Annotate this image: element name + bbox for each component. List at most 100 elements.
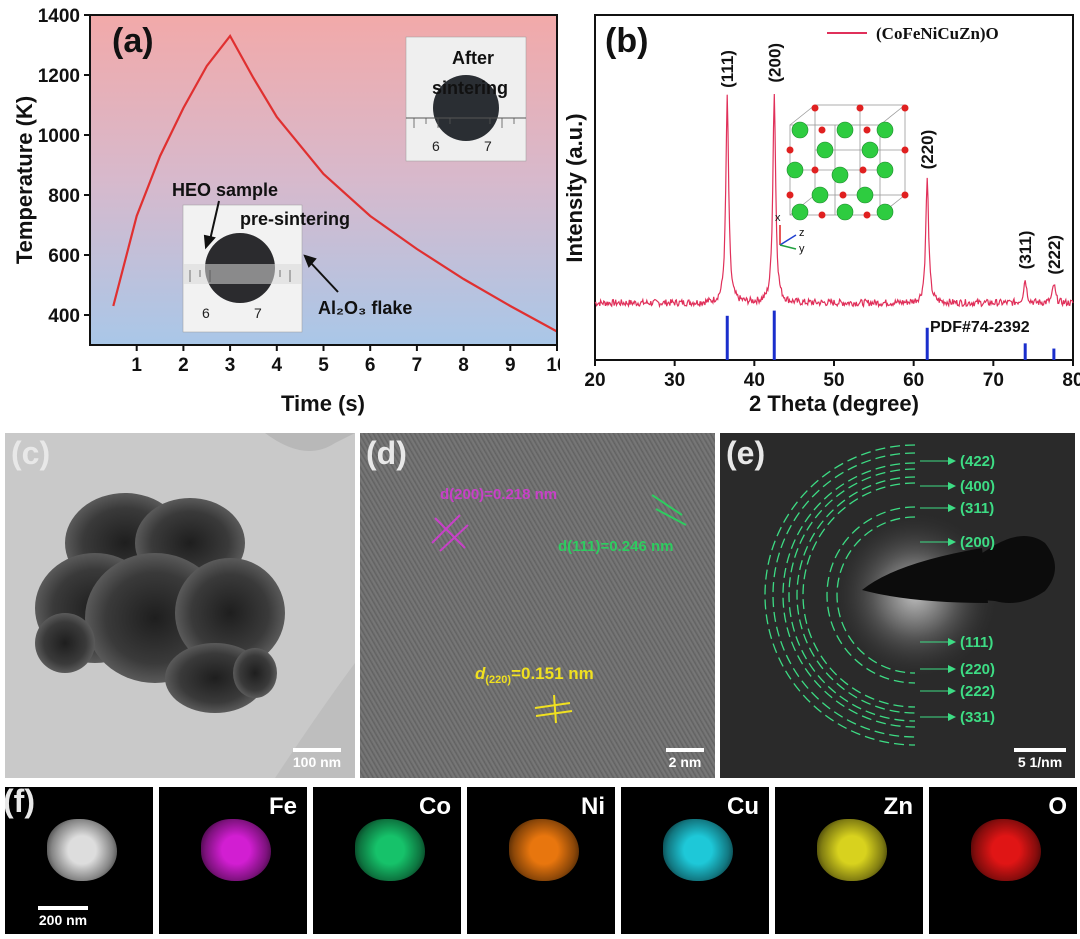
eds-map-ni: Ni <box>467 787 615 934</box>
ring-arrowhead <box>948 638 956 646</box>
panel-letter-e: (e) <box>726 435 766 471</box>
panel-letter-a: (a) <box>112 22 154 60</box>
ring-label: (422) <box>960 453 995 470</box>
x-tick-label: 1 <box>131 355 142 376</box>
axis-x-label: x <box>775 212 781 224</box>
axis-triad-icon: x z y <box>775 212 805 255</box>
map-label: Ni <box>581 793 605 820</box>
scale-bar-e: 5 1/nm <box>1009 748 1071 770</box>
diffraction-ring <box>788 468 916 722</box>
inset-pre-sintering: 6 7 <box>182 204 303 333</box>
ring-arrowhead <box>948 482 956 490</box>
diffraction-ring <box>796 476 916 714</box>
inset-after-sintering: After sintering 6 7 <box>405 36 527 162</box>
panel-letter-f: (f) <box>5 787 35 819</box>
panel-c-tem-image: (c) 100 nm <box>5 433 355 778</box>
plot-frame <box>89 14 558 346</box>
x-axis-label: 2 Theta (degree) <box>749 391 919 416</box>
element-signal <box>47 819 117 881</box>
pdf-label: PDF#74-2392 <box>930 319 1030 336</box>
scale-label-f: 200 nm <box>38 912 88 928</box>
element-signal <box>509 819 579 881</box>
ring-arrowhead <box>948 457 956 465</box>
x-tick-label: 6 <box>365 355 376 376</box>
x-tick-label: 30 <box>664 370 685 391</box>
peak-label: (311) <box>1016 231 1035 270</box>
ring-arrowhead <box>948 504 956 512</box>
x-axis-label: Time (s) <box>281 391 365 416</box>
peak-label: (222) <box>1045 235 1064 275</box>
ring-label: (331) <box>960 709 995 726</box>
after-label-l2: sintering <box>432 78 508 98</box>
panel-d-hrtem-image: d(200)=0.218 nm d(111)=0.246 nm d(220)=0… <box>360 433 715 778</box>
x-tick-label: 50 <box>823 370 844 391</box>
temperature-curve <box>112 34 558 333</box>
y-tick-label: 1400 <box>38 6 80 27</box>
ring-arrowhead <box>948 687 956 695</box>
d220-annotation: d(220)=0.151 nm <box>475 664 594 686</box>
d220-value: =0.151 nm <box>511 664 594 683</box>
peak-label: (111) <box>718 50 737 88</box>
x-tick-label: 4 <box>272 355 283 376</box>
ruler-mark-7: 7 <box>484 138 492 154</box>
diffraction-ring <box>772 452 916 738</box>
peak-label: (220) <box>918 130 937 170</box>
x-tick-label: 9 <box>505 355 516 376</box>
d220-sub: (220) <box>485 674 511 686</box>
haadf-image: (f) 200 nm <box>5 787 153 934</box>
x-tick-label: 70 <box>983 370 1004 391</box>
panel-letter-c: (c) <box>11 435 51 471</box>
y-tick-label: 1200 <box>38 66 80 87</box>
scale-bar-c: 100 nm <box>287 748 347 770</box>
x-tick-label: 20 <box>584 370 605 391</box>
panel-letter-b: (b) <box>605 22 648 60</box>
y-tick-label: 400 <box>48 306 80 327</box>
eds-map-zn: Zn <box>775 787 923 934</box>
y-tick-label: 1000 <box>38 126 80 147</box>
scale-bar-d: 2 nm <box>663 748 707 770</box>
d111-annotation: d(111)=0.246 nm <box>558 538 674 555</box>
particle-cluster <box>35 433 355 778</box>
panel-f-eds-maps: (f) 200 nm Fe Co Ni Cu Zn O <box>5 787 1077 934</box>
element-signal <box>355 819 425 881</box>
map-label: Zn <box>883 793 913 820</box>
diffraction-ring <box>764 444 916 746</box>
scale-label-c: 100 nm <box>292 754 342 770</box>
element-signal <box>663 819 733 881</box>
x-tick-label: 10 <box>546 355 560 376</box>
y-tick-label: 800 <box>48 186 80 207</box>
panel-letter-d: (d) <box>366 435 407 471</box>
x-tick-label: 8 <box>458 355 469 376</box>
y-axis-label: Intensity (a.u.) <box>562 113 587 262</box>
plot-frame <box>594 14 1074 361</box>
ring-label: (200) <box>960 534 995 551</box>
ruler-mark-7b: 7 <box>254 305 262 321</box>
eds-map-cu: Cu <box>621 787 769 934</box>
ring-label: (111) <box>960 634 993 651</box>
xrd-pattern <box>594 93 1074 309</box>
x-tick-label: 3 <box>225 355 236 376</box>
pre-sintering-label: pre-sintering <box>240 209 350 229</box>
map-label: Co <box>419 793 451 820</box>
panel-a-chart: 1 2 3 4 5 6 7 8 9 10 400 600 800 1000 1200 1400 (a) Tim… <box>12 6 560 416</box>
eds-map-o: O <box>929 787 1077 934</box>
x-tick-label: 40 <box>744 370 765 391</box>
diffraction-ring <box>782 462 916 728</box>
y-tick-label: 600 <box>48 246 80 267</box>
x-tick-label: 80 <box>1062 370 1080 391</box>
map-label: O <box>1048 793 1067 820</box>
ring-label: (220) <box>960 661 995 678</box>
scale-label-d: 2 nm <box>668 754 702 770</box>
fringe-annotations: d(200)=0.218 nm d(111)=0.246 nm d(220)=0… <box>431 486 687 724</box>
diffraction-ring <box>826 506 916 684</box>
ring-arrowhead <box>948 665 956 673</box>
ring-label: (222) <box>960 683 995 700</box>
d200-annotation: d(200)=0.218 nm <box>440 486 557 503</box>
ruler-mark-6: 6 <box>432 138 440 154</box>
heo-sample-label: HEO sample <box>172 180 278 200</box>
scale-label-e: 5 1/nm <box>1017 754 1063 770</box>
element-signal <box>817 819 887 881</box>
ring-label: (400) <box>960 478 995 495</box>
scale-bar-f: 200 nm <box>27 906 99 928</box>
diffraction-ring <box>802 482 916 708</box>
